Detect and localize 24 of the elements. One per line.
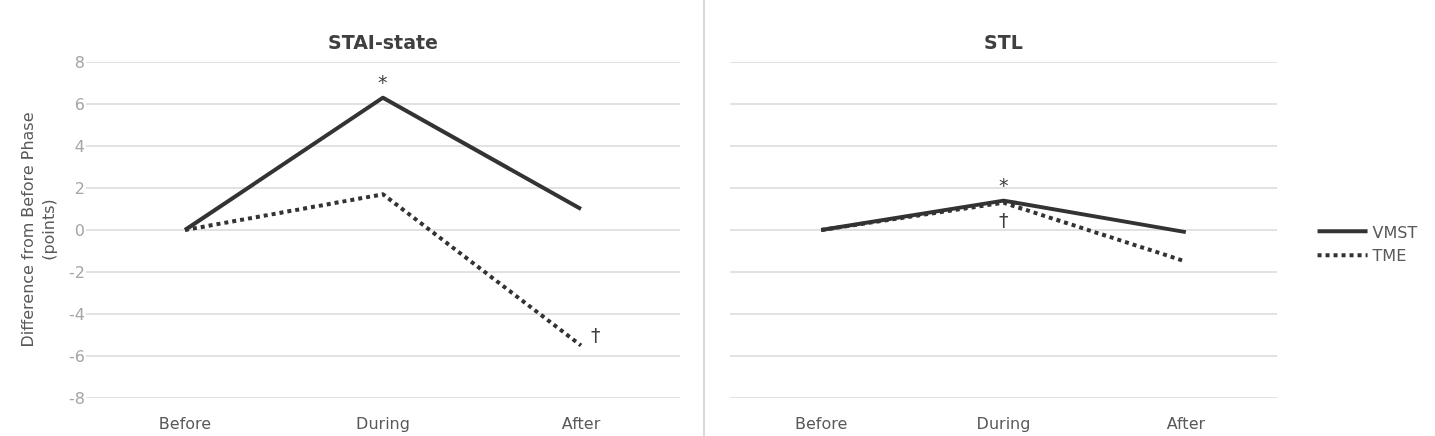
x-tick-label: After: [1166, 414, 1206, 433]
x-tick-label: Before: [795, 414, 848, 433]
y-tick-label: -6: [69, 346, 85, 366]
x-tick-label: During: [976, 414, 1031, 433]
x-tick-label: During: [356, 414, 410, 433]
chart-title: STL: [984, 30, 1023, 53]
y-tick-label: 0: [74, 220, 85, 240]
x-tick-label: After: [561, 414, 601, 433]
legend-label: VMST: [1372, 222, 1418, 242]
chart-title: STAI-state: [327, 30, 439, 53]
y-tick-label: -2: [69, 262, 85, 282]
y-tick-label: 6: [74, 94, 85, 114]
y-axis-title: Difference from Before Phase (points): [18, 112, 58, 348]
legend-label: TME: [1371, 246, 1407, 266]
y-tick-label: 2: [74, 178, 85, 198]
y-tick-label: 8: [74, 52, 85, 72]
y-tick-label: 4: [74, 136, 85, 156]
annotation: *: [999, 174, 1009, 196]
x-tick-label: Before: [158, 414, 212, 433]
annotation: *: [378, 71, 388, 93]
y-tick-label: -4: [69, 304, 85, 324]
annotation: †: [999, 209, 1009, 231]
y-tick-label: -8: [69, 388, 85, 408]
annotation: †: [591, 324, 601, 346]
